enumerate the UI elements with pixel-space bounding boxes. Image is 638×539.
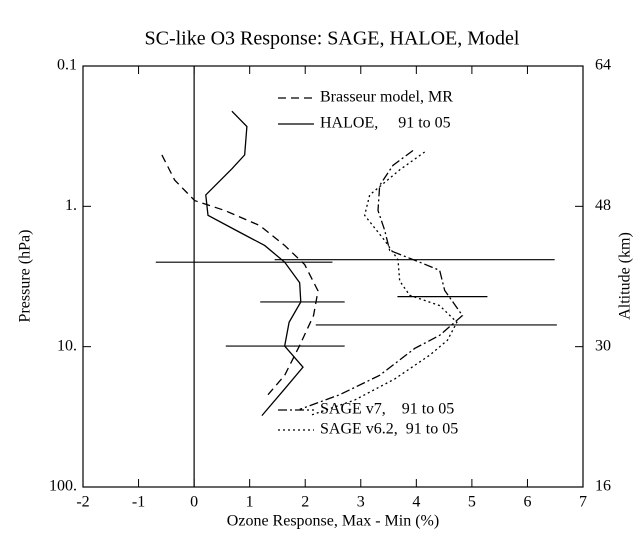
- x-tick-label: 2: [301, 494, 309, 511]
- y2-axis-label: Altitude (km): [617, 232, 634, 320]
- profile-line: [309, 151, 458, 417]
- profile-line: [299, 149, 464, 411]
- x-tick-label: -1: [132, 494, 145, 511]
- x-tick-label: 1: [246, 494, 254, 511]
- legend-label: SAGE v7, 91 to 05: [320, 401, 454, 418]
- legend-label: SAGE v6.2, 91 to 05: [320, 421, 458, 438]
- x-tick-label: 5: [468, 494, 476, 511]
- x-tick-label: 4: [412, 494, 420, 511]
- plot-frame: [82, 65, 584, 488]
- y-tick-label: 0.1: [57, 57, 77, 74]
- x-tick-label: 7: [579, 494, 587, 511]
- y-tick-label: 10.: [57, 337, 77, 354]
- y2-tick-label: 64: [595, 57, 611, 74]
- profile-line: [205, 110, 304, 417]
- y2-tick-label: 16: [595, 478, 611, 495]
- y-tick-label: 100.: [49, 478, 77, 495]
- x-axis-label: Ozone Response, Max - Min (%): [227, 513, 439, 530]
- y-axis-label: Pressure (hPa): [17, 230, 34, 323]
- y-tick-label: 1.: [65, 197, 77, 214]
- legend-label: Brasseur model, MR: [320, 89, 453, 106]
- legend-label: HALOE, 91 to 05: [320, 115, 451, 132]
- x-tick-label: -2: [76, 494, 89, 511]
- profile-line: [161, 154, 319, 396]
- chart-title: SC-like O3 Response: SAGE, HALOE, Model: [145, 28, 520, 50]
- x-tick-label: 0: [190, 494, 198, 511]
- y2-tick-label: 30: [595, 337, 611, 354]
- x-tick-label: 3: [357, 494, 365, 511]
- x-tick-label: 6: [523, 494, 531, 511]
- y2-tick-label: 48: [595, 197, 611, 214]
